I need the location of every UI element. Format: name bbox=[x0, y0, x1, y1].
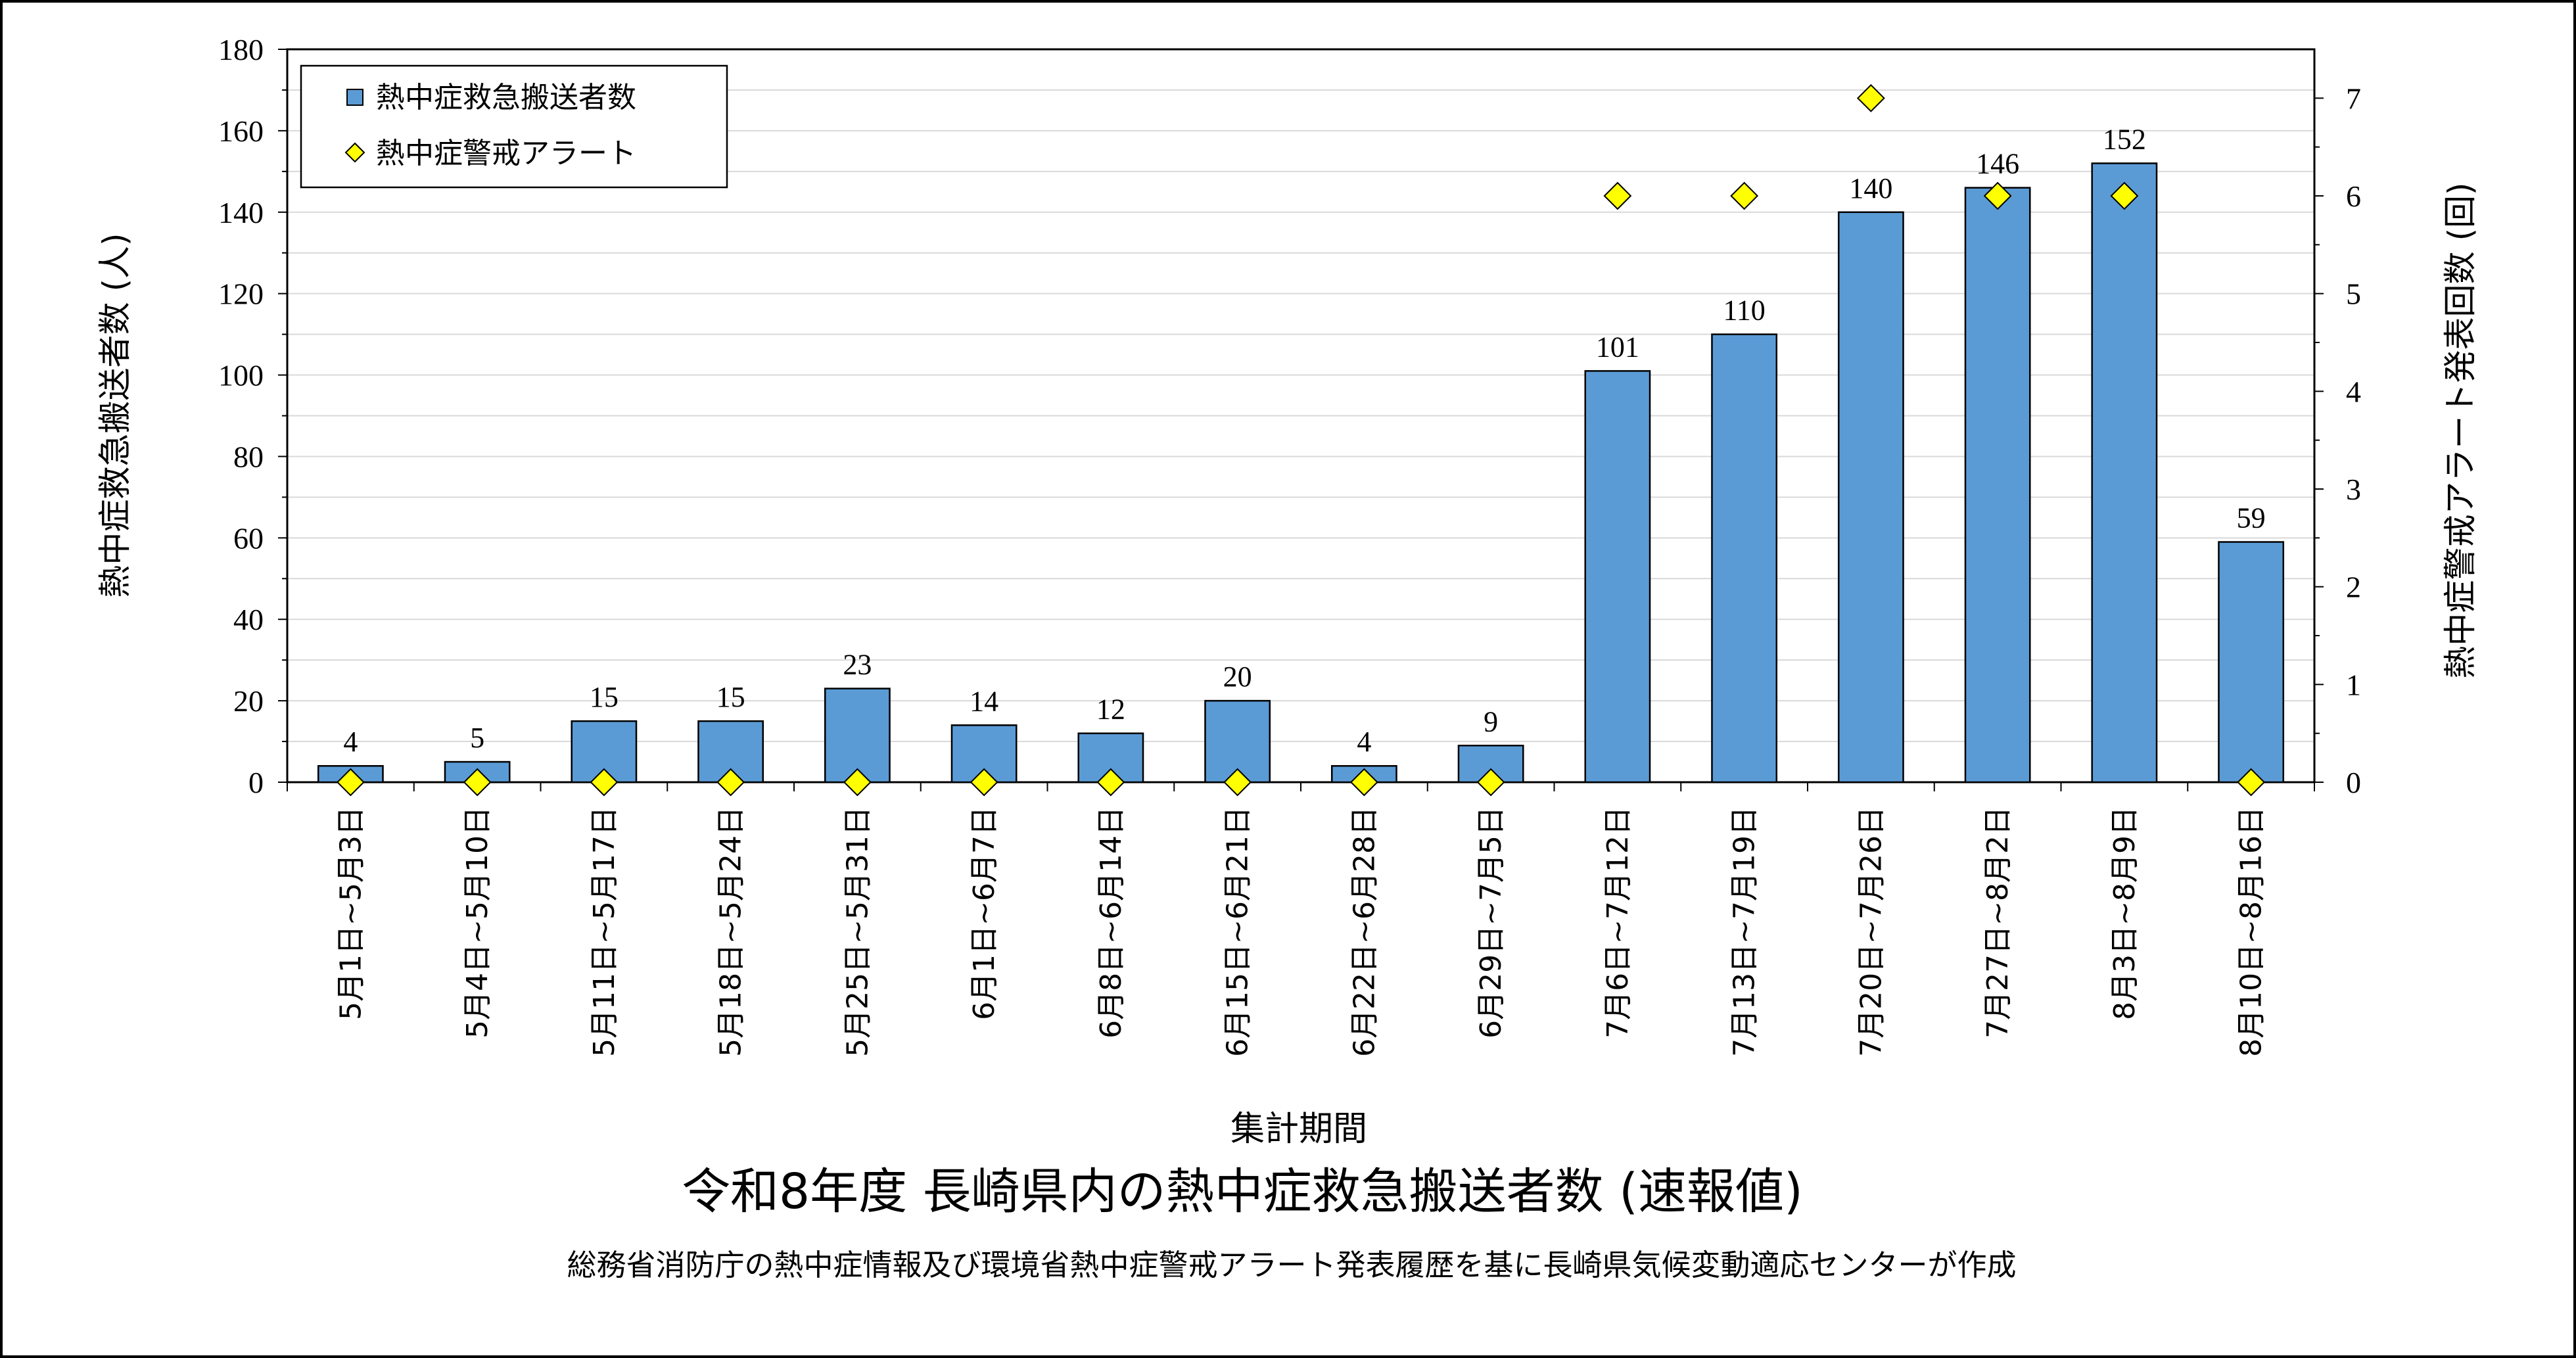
bar bbox=[1711, 333, 1778, 784]
y-axis-right: 0 1 2 3 4 5 6 7 bbox=[2314, 82, 2361, 799]
y2-tick-label: 2 bbox=[2346, 571, 2361, 604]
x-tick-label: 5月11日~5月17日 bbox=[588, 807, 621, 1057]
alert-marker bbox=[336, 768, 365, 797]
x-axis: 5月1日~5月3日 5月4日~5月10日 5月11日~5月17日 5月18日~5月24… bbox=[287, 782, 2315, 1057]
legend-diamond-swatch bbox=[344, 142, 365, 163]
alert-marker bbox=[1983, 181, 2012, 210]
legend-bar-swatch bbox=[346, 89, 363, 106]
bar bbox=[1837, 211, 1904, 784]
bar-value-label: 152 bbox=[2103, 123, 2146, 155]
y-tick-label: 100 bbox=[218, 359, 264, 392]
alert-series bbox=[336, 83, 2266, 797]
alert-marker bbox=[1730, 181, 1759, 210]
x-tick-label: 6月22日~6月28日 bbox=[1347, 807, 1381, 1057]
y-tick-label: 40 bbox=[233, 603, 264, 636]
y2-tick-label: 4 bbox=[2346, 375, 2361, 408]
bar-value-label: 101 bbox=[1596, 331, 1639, 363]
x-tick-label: 7月20日~7月26日 bbox=[1854, 807, 1888, 1057]
y2-tick-label: 0 bbox=[2346, 766, 2361, 799]
bar-data-labels: 4 5 15 15 23 14 12 20 4 9 101 110 140 146 152 59 bbox=[343, 123, 2265, 758]
x-tick-label: 5月4日~5月10日 bbox=[461, 807, 494, 1039]
chart-subtitle: 総務省消防庁の熱中症情報及び環境省熱中症警戒アラート発表履歴を基に長崎県気候変動… bbox=[567, 1248, 2016, 1282]
bar bbox=[824, 688, 891, 784]
bar-value-label: 110 bbox=[1723, 294, 1765, 327]
x-axis-title: 集計期間 bbox=[1230, 1110, 1367, 1149]
bar-value-label: 23 bbox=[843, 649, 872, 681]
bar-value-label: 9 bbox=[1484, 705, 1498, 738]
bar bbox=[2091, 162, 2158, 784]
x-tick-label: 5月25日~5月31日 bbox=[841, 807, 874, 1057]
alert-marker bbox=[2110, 181, 2139, 210]
x-tick-label: 6月8日~6月14日 bbox=[1094, 807, 1128, 1039]
x-tick-label: 8月10日~8月16日 bbox=[2235, 807, 2268, 1057]
bar-value-label: 4 bbox=[343, 726, 358, 758]
alert-marker bbox=[463, 768, 492, 797]
y-axis-left: 0 20 40 60 80 100 120 140 160 180 bbox=[218, 33, 287, 799]
bar-value-label: 4 bbox=[1357, 726, 1371, 758]
alert-marker bbox=[1349, 768, 1378, 797]
alert-marker bbox=[716, 768, 745, 797]
bar bbox=[2218, 541, 2285, 784]
bar bbox=[1964, 187, 2031, 784]
y2-tick-label: 3 bbox=[2346, 473, 2361, 506]
chart-title: 令和8年度 長崎県内の熱中症救急搬送者数 (速報値) bbox=[682, 1163, 1803, 1220]
y-tick-label: 120 bbox=[218, 277, 264, 311]
alert-marker bbox=[1096, 768, 1125, 797]
x-tick-label: 7月27日~8月2日 bbox=[1981, 807, 2015, 1039]
alert-marker bbox=[1476, 768, 1505, 797]
x-tick-label: 5月18日~5月24日 bbox=[714, 807, 748, 1057]
y-tick-label: 20 bbox=[233, 684, 264, 718]
bar-value-label: 14 bbox=[970, 685, 998, 717]
legend-alert-label: 熱中症警戒アラート bbox=[376, 137, 636, 170]
alert-marker bbox=[1856, 83, 1885, 112]
bar-value-label: 146 bbox=[1976, 148, 2019, 180]
bar-value-label: 12 bbox=[1096, 693, 1125, 726]
y2-tick-label: 5 bbox=[2346, 277, 2361, 311]
y2-axis-title: 熱中症警戒アラート発表回数 (回) bbox=[2441, 183, 2479, 679]
y-tick-label: 160 bbox=[218, 114, 264, 148]
x-tick-label: 7月13日~7月19日 bbox=[1728, 807, 1762, 1057]
y-tick-label: 140 bbox=[218, 196, 264, 229]
alert-marker bbox=[2237, 768, 2266, 797]
x-tick-label: 6月1日~6月7日 bbox=[968, 807, 1001, 1020]
bar-value-label: 15 bbox=[716, 681, 745, 713]
bar-value-label: 15 bbox=[590, 681, 619, 713]
bar-value-label: 59 bbox=[2237, 502, 2266, 534]
y-tick-label: 80 bbox=[233, 440, 264, 473]
y2-tick-label: 1 bbox=[2346, 668, 2361, 701]
bar-value-label: 5 bbox=[470, 722, 484, 754]
y-tick-label: 0 bbox=[248, 766, 264, 799]
bar-series bbox=[317, 162, 2285, 784]
y2-tick-label: 7 bbox=[2346, 82, 2361, 115]
x-tick-label: 5月1日~5月3日 bbox=[334, 807, 367, 1020]
legend-bar-label: 熱中症救急搬送者数 bbox=[376, 81, 636, 114]
bar-value-label: 20 bbox=[1223, 661, 1252, 693]
y2-tick-label: 6 bbox=[2346, 179, 2361, 213]
y-tick-label: 180 bbox=[218, 33, 264, 66]
x-tick-label: 6月15日~6月21日 bbox=[1221, 807, 1255, 1057]
alert-marker bbox=[1603, 181, 1632, 210]
x-tick-label: 8月3日~8月9日 bbox=[2108, 807, 2142, 1020]
alert-marker bbox=[970, 768, 998, 797]
bar bbox=[1584, 370, 1651, 784]
alert-marker bbox=[1223, 768, 1252, 797]
x-tick-label: 6月29日~7月5日 bbox=[1474, 807, 1508, 1039]
alert-marker bbox=[843, 768, 872, 797]
y-axis-title: 熱中症救急搬送者数 (人) bbox=[96, 233, 134, 598]
x-tick-label: 7月6日~7月12日 bbox=[1601, 807, 1635, 1039]
legend: 熱中症救急搬送者数 熱中症警戒アラート bbox=[300, 64, 728, 189]
alert-marker bbox=[590, 768, 619, 797]
y-tick-label: 60 bbox=[233, 521, 264, 555]
legend-box bbox=[300, 64, 728, 189]
bar-value-label: 140 bbox=[1849, 172, 1892, 204]
